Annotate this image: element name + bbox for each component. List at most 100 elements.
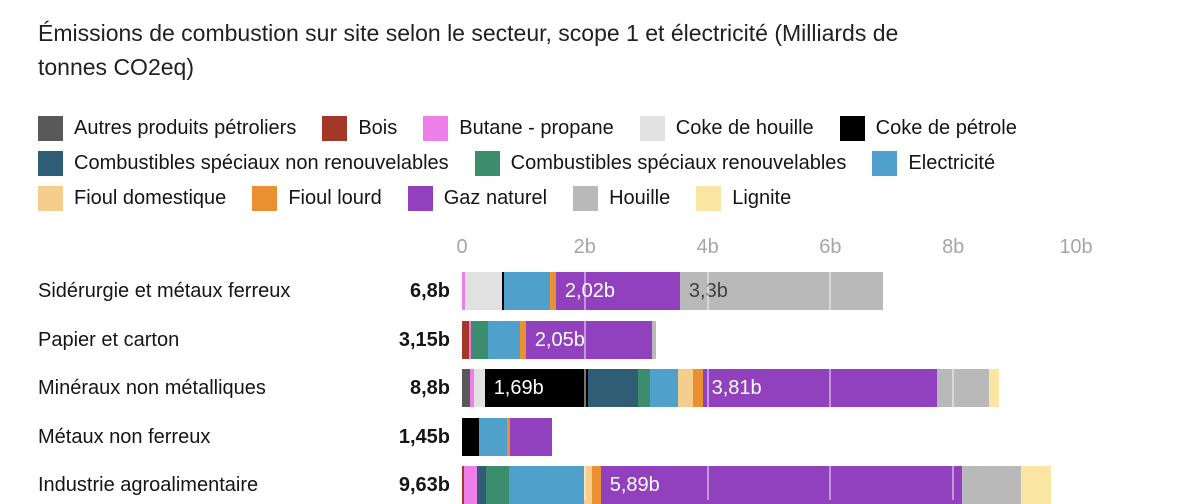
legend-row: Autres produits pétroliers Bois Butane - p…	[38, 111, 1163, 146]
bar-segment-butane_propane	[464, 466, 478, 504]
bar-segment-value: 5,89b	[609, 474, 660, 496]
bar-segment-gaz_naturel: 3,81b	[702, 369, 937, 407]
legend-swatch-fioul_lourd	[252, 186, 278, 211]
bar-segment-houille	[962, 466, 1021, 504]
bar-segment-fioul_domestique	[678, 369, 693, 407]
x-axis: 0 2b 4b 6b 8b 10b	[0, 236, 1186, 262]
legend-label-fioul_domestique: Fioul domestique	[74, 187, 227, 209]
chart-title: Émissions de combustion sur site selon l…	[38, 16, 1158, 84]
bar-row: 1,69b 3,81b	[462, 369, 1000, 407]
bar-row: 2,02b 3,3b	[462, 272, 883, 310]
bar-segment-electricite	[508, 466, 584, 504]
bar-segment-fioul_lourd	[507, 417, 511, 456]
bar-segment-butane_propane	[468, 320, 471, 359]
bar-row: 5,89b	[462, 466, 1052, 504]
legend-swatch-lignite	[696, 186, 722, 211]
legend-label-autres_produits_petroliers: Autres produits pétroliers	[74, 117, 297, 139]
legend-label-coke_houille: Coke de houille	[675, 117, 814, 139]
legend-label-coke_petrole: Coke de pétrole	[875, 117, 1017, 139]
bar-segment-autres_produits_petroliers	[462, 369, 470, 407]
bar-segment-butane_propane	[462, 272, 466, 310]
bar-segment-value: 2,05b	[534, 328, 585, 351]
bar-segment-bois	[462, 466, 465, 504]
legend-item-fioul_domestique: Fioul domestique	[38, 186, 226, 211]
legend-swatch-houille	[573, 186, 599, 211]
chart-title-line1: Émissions de combustion sur site selon l…	[38, 20, 899, 46]
bar-segment-coke_petrole	[462, 417, 480, 456]
bar-segment-gaz_naturel	[510, 417, 552, 456]
bar-segment-value: 3,81b	[711, 377, 762, 399]
bar-segment-houille: 3,3b	[679, 272, 883, 310]
legend-swatch-gaz_naturel	[407, 186, 433, 211]
bar-segment-value: 1,69b	[493, 377, 544, 399]
bar-segment-gaz_naturel: 5,89b	[600, 466, 963, 504]
bar-segment-value: 2,02b	[564, 280, 615, 302]
legend-swatch-comb_spec_non_renouv	[38, 151, 63, 176]
bar-segment-electricite	[649, 369, 679, 407]
axis-tick-8b: 8b	[942, 236, 965, 258]
category-label: Industrie agroalimentaire	[38, 474, 259, 496]
bar-segment-value: 3,3b	[688, 280, 728, 302]
bar-segment-fioul_lourd	[591, 466, 601, 504]
legend-label-comb_spec_renouv: Combustibles spéciaux renouvelables	[510, 152, 847, 174]
legend-row: Fioul domestique Fioul lourd Gaz naturel Ho…	[38, 181, 1163, 216]
bar-row	[462, 417, 552, 456]
category-total: 6,8b	[409, 280, 450, 302]
legend-swatch-fioul_domestique	[38, 186, 63, 211]
bar-segment-fioul_domestique	[583, 466, 592, 504]
legend-item-butane_propane: Butane - propane	[423, 116, 614, 141]
legend-label-butane_propane: Butane - propane	[459, 117, 614, 139]
bar-segment-coke_petrole	[501, 272, 504, 310]
bar-segment-butane_propane	[469, 369, 474, 407]
legend-label-gaz_naturel: Gaz naturel	[443, 187, 548, 209]
legend-item-fioul_lourd: Fioul lourd	[252, 186, 382, 211]
legend-item-gaz_naturel: Gaz naturel	[407, 186, 548, 211]
bar-segment-lignite	[1020, 466, 1052, 504]
category-label: Métaux non ferreux	[38, 425, 211, 448]
bar-segment-fioul_lourd	[519, 320, 526, 359]
axis-tick-0: 0	[456, 236, 468, 258]
bar-segment-electricite	[503, 272, 551, 310]
axis-tick-10b: 10b	[1059, 236, 1093, 258]
category-total: 8,8b	[409, 377, 450, 399]
legend-label-lignite: Lignite	[732, 187, 792, 209]
legend-swatch-bois	[322, 116, 348, 141]
legend: Autres produits pétroliers Bois Butane - p…	[38, 111, 1163, 216]
legend-label-houille: Houille	[609, 187, 671, 209]
bar-segment-bois	[462, 320, 469, 359]
legend-swatch-electricite	[872, 151, 898, 176]
bar-segment-comb_spec_non_renouv	[477, 466, 486, 504]
legend-row: Combustibles spéciaux non renouvelables C…	[38, 146, 1163, 181]
legend-label-fioul_lourd: Fioul lourd	[288, 187, 382, 209]
legend-item-coke_petrole: Coke de pétrole	[839, 116, 1017, 141]
bar-row: 2,05b	[462, 320, 656, 359]
bar-segment-houille	[936, 369, 990, 407]
bar-segment-electricite	[487, 320, 520, 359]
bar-segment-comb_spec_renouv	[470, 320, 488, 359]
bar-segment-fioul_lourd	[550, 272, 556, 310]
axis-tick-2b: 2b	[573, 236, 596, 258]
legend-swatch-comb_spec_renouv	[474, 151, 500, 176]
category-total: 9,63b	[398, 474, 450, 496]
bar-segment-coke_houille	[473, 369, 485, 407]
legend-label-electricite: Electricité	[908, 152, 996, 174]
bar-segment-comb_spec_renouv	[485, 466, 509, 504]
category-label: Papier et carton	[38, 328, 180, 351]
category-total: 3,15b	[398, 328, 450, 351]
bar-segment-comb_spec_renouv	[637, 369, 650, 407]
category-total: 1,45b	[398, 425, 450, 448]
legend-item-lignite: Lignite	[696, 186, 791, 211]
bar-segment-fioul_lourd	[692, 369, 703, 407]
category-label: Minéraux non métalliques	[38, 377, 266, 399]
axis-tick-6b: 6b	[819, 236, 842, 258]
chart-title-line2: tonnes CO2eq)	[38, 54, 194, 80]
legend-item-autres_produits_petroliers: Autres produits pétroliers	[38, 116, 296, 141]
legend-swatch-coke_houille	[639, 116, 665, 141]
bar-segment-coke_houille	[465, 272, 502, 310]
legend-item-comb_spec_non_renouv: Combustibles spéciaux non renouvelables	[38, 151, 449, 176]
legend-item-coke_houille: Coke de houille	[639, 116, 814, 141]
legend-swatch-autres_produits_petroliers	[38, 116, 63, 141]
bar-segment-electricite	[479, 417, 508, 456]
axis-tick-4b: 4b	[696, 236, 719, 258]
